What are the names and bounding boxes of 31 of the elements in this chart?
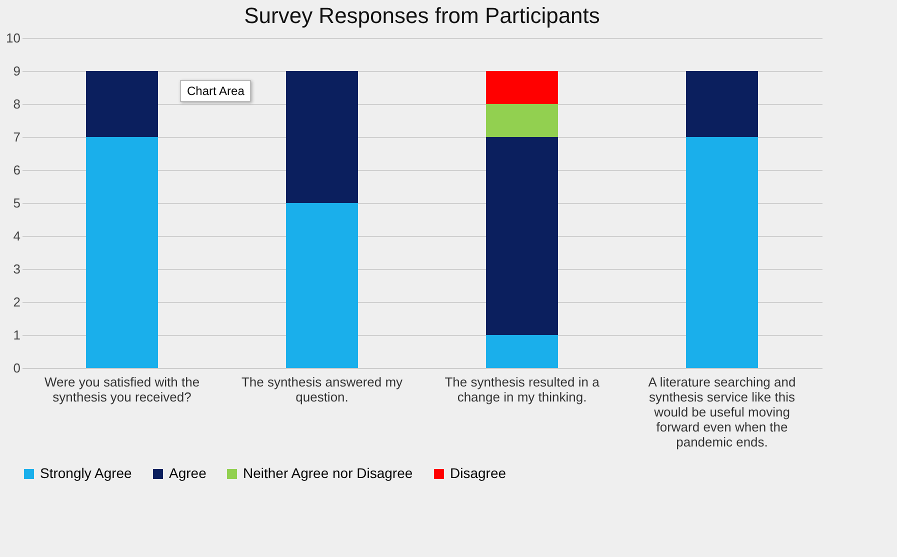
bar [286, 203, 358, 368]
annotation: Chart Area [180, 80, 252, 102]
x-tick-label: Were you satisfied with the synthesis you received? [44, 374, 200, 404]
bar [486, 335, 558, 368]
y-tick-label: 0 [13, 360, 20, 376]
bar [286, 71, 358, 203]
bar [486, 71, 558, 104]
y-tick-label: 5 [13, 196, 20, 210]
legend-label: Neither Agree nor Disagree [243, 465, 413, 481]
legend-label: Agree [169, 465, 207, 481]
bar [686, 137, 758, 368]
y-tick-label: 8 [13, 96, 20, 112]
y-tick-label: 6 [13, 162, 20, 178]
y-tick-label: 9 [13, 64, 20, 78]
y-tick-label: 10 [6, 30, 20, 46]
x-tick-label: The synthesis answered my question. [241, 374, 404, 404]
bar [486, 137, 558, 335]
x-tick-label: The synthesis resulted in a change in my thinking. [444, 374, 600, 404]
y-tick-label: 4 [13, 228, 20, 244]
y-tick-label: 2 [13, 294, 20, 310]
bar [86, 137, 158, 368]
legend-label: Disagree [450, 465, 506, 481]
bar [86, 71, 158, 137]
y-tick-label: 3 [13, 262, 20, 276]
x-tick-label: A literature searching and synthesis service like this would be useful moving forward even when the pandemic ends. [648, 374, 796, 450]
chart-title: Survey Responses from Participants [244, 3, 600, 28]
bar [686, 71, 758, 137]
legend-label: Strongly Agree [40, 465, 132, 481]
bar [486, 104, 558, 137]
y-tick-label: 1 [13, 328, 20, 342]
y-tick-label: 7 [13, 130, 20, 144]
